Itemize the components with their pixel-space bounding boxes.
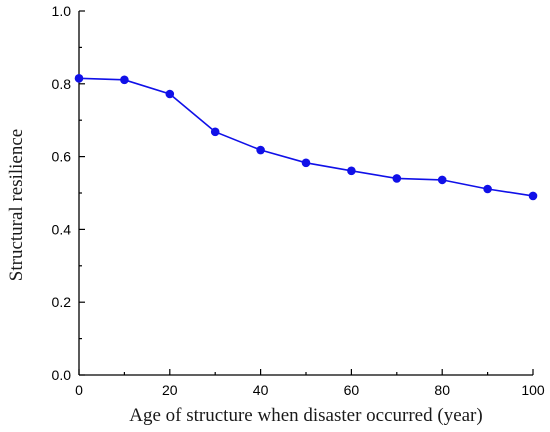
- x-axis-title: Age of structure when disaster occurred …: [129, 405, 482, 426]
- y-tick-label: 0.2: [52, 294, 72, 310]
- y-axis-title: Structural resilience: [6, 129, 27, 281]
- y-ticks: 0.0 0.2 0.4 0.6 0.8 1.0: [52, 3, 85, 383]
- data-point: [528, 191, 538, 201]
- x-ticks: 0 20 40 60 80 100: [75, 369, 545, 398]
- data-point: [256, 145, 265, 155]
- y-tick-label: 0.4: [52, 221, 72, 237]
- data-point: [483, 184, 492, 194]
- y-tick-label: 1.0: [52, 3, 72, 19]
- x-tick-label: 100: [521, 382, 545, 398]
- x-tick-label: 0: [75, 382, 83, 398]
- data-point: [301, 158, 311, 168]
- data-point: [210, 127, 220, 137]
- y-tick-label: 0.8: [52, 76, 72, 92]
- series-line: [78, 77, 534, 197]
- x-tick-label: 80: [434, 382, 450, 398]
- series-layer: [74, 74, 538, 201]
- x-tick-label: 20: [162, 382, 178, 398]
- data-point: [165, 89, 175, 99]
- data-point: [392, 174, 402, 183]
- data-point: [120, 75, 129, 85]
- data-point: [74, 74, 84, 83]
- data-point: [437, 175, 447, 185]
- y-tick-label: 0.6: [52, 149, 72, 165]
- x-tick-label: 60: [344, 382, 360, 398]
- data-point: [347, 166, 356, 176]
- axes: [78, 11, 533, 376]
- x-tick-label: 40: [253, 382, 269, 398]
- y-tick-label: 0.0: [52, 367, 72, 383]
